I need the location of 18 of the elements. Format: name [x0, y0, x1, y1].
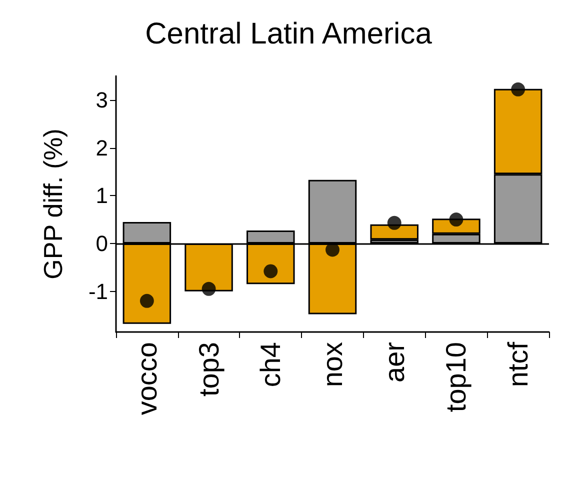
x-tick-label: ntcf [502, 342, 534, 388]
y-axis-title: GPP diff. (%) [38, 128, 68, 280]
x-tick-label: top10 [440, 342, 472, 412]
y-tick-label: 1 [96, 183, 108, 208]
point [511, 82, 526, 96]
y-tick-label: 0 [96, 230, 108, 256]
point [387, 216, 402, 230]
x-tick-label: top3 [193, 342, 224, 396]
x-tick-label: aer [378, 342, 410, 382]
x-tick-label: nox [317, 342, 348, 388]
point [202, 282, 216, 296]
y-tick-label: -1 [88, 278, 108, 304]
x-tick-label: ch4 [255, 342, 286, 388]
point [140, 294, 154, 308]
y-tick-label: 2 [96, 135, 108, 160]
chart-title: Central Latin America [145, 18, 432, 50]
y-tick-label: 3 [96, 87, 108, 112]
x-tick-label: vocco [131, 342, 162, 416]
